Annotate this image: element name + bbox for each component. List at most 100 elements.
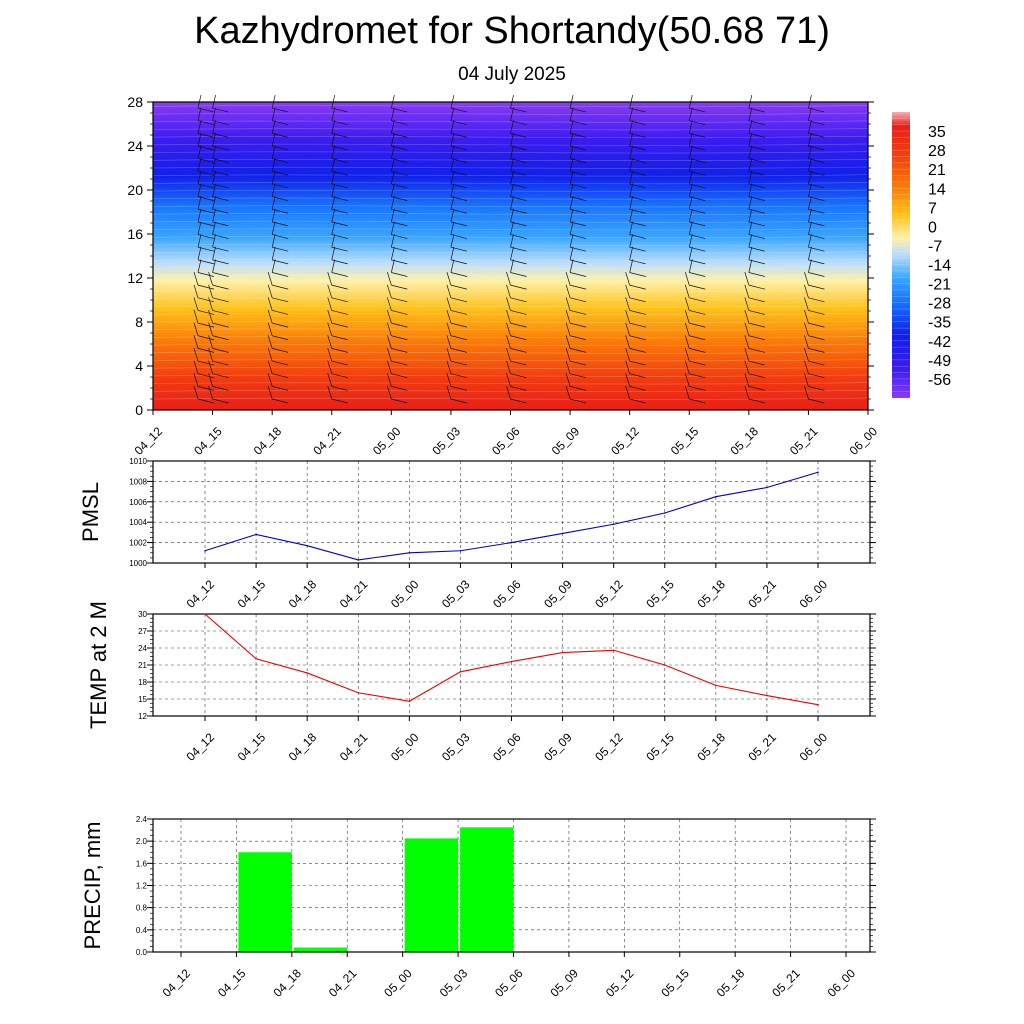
- wind-barb: [744, 347, 750, 362]
- wind-barb: [390, 145, 395, 159]
- wind-barb: [450, 297, 468, 303]
- data-point: [357, 691, 360, 694]
- wind-barb: [510, 272, 527, 277]
- wind-barb: [569, 158, 587, 163]
- wind-barb: [391, 310, 408, 315]
- wind-barb: [748, 107, 765, 113]
- wind-barb: [506, 385, 511, 400]
- wind-barb: [569, 284, 587, 290]
- wind-barb: [212, 398, 229, 404]
- wind-barb: [327, 309, 333, 324]
- wind-barb: [193, 385, 199, 400]
- data-point: [663, 512, 666, 514]
- wind-barb: [212, 145, 216, 159]
- x-tick-label: 05_12: [592, 577, 626, 611]
- wind-barb: [744, 373, 750, 387]
- wind-barb: [748, 170, 765, 176]
- wind-barb: [629, 360, 646, 366]
- wind-barb: [689, 133, 706, 138]
- wind-barb: [510, 120, 514, 134]
- wind-barb: [625, 385, 631, 400]
- wind-barb: [808, 310, 825, 315]
- wind-barb: [272, 246, 289, 252]
- wind-barb: [629, 107, 646, 113]
- wind-barb: [386, 284, 392, 298]
- wind-barb: [450, 145, 468, 151]
- wind-barb: [808, 221, 825, 227]
- data-point: [357, 559, 360, 561]
- wind-barb: [446, 335, 452, 349]
- wind-barb: [569, 183, 574, 197]
- wind-barb: [748, 386, 765, 391]
- wind-barb: [689, 196, 706, 201]
- wind-barb: [331, 221, 336, 235]
- wind-barb: [391, 373, 408, 379]
- x-tick-label: 04_12: [160, 966, 194, 1000]
- y-tick-label: 1006: [129, 498, 147, 507]
- wind-barb: [390, 183, 395, 197]
- data-point: [510, 541, 513, 544]
- wind-barb: [450, 158, 468, 163]
- wind-barb: [331, 120, 348, 126]
- wind-barb: [748, 145, 753, 159]
- wind-barb: [629, 234, 646, 239]
- wind-barb: [744, 322, 750, 336]
- wind-barb: [193, 284, 199, 298]
- contour-line: [152, 313, 869, 316]
- wind-barb: [506, 272, 511, 286]
- y-tick-label: 0.4: [136, 926, 148, 935]
- wind-barb: [267, 335, 273, 349]
- wind-barb: [450, 170, 468, 176]
- wind-barb: [212, 259, 229, 265]
- wind-barb: [331, 170, 348, 176]
- x-tick-label: 05_21: [769, 966, 803, 1000]
- wind-barb: [197, 132, 202, 147]
- wind-barb: [450, 208, 468, 214]
- y-tick-label: 1000: [129, 559, 147, 568]
- wind-barb: [510, 183, 527, 189]
- x-tick-label: 04_15: [235, 730, 269, 764]
- wind-barb: [689, 284, 706, 290]
- wind-barb: [808, 120, 825, 126]
- contour-line: [152, 120, 869, 123]
- wind-barb: [808, 234, 825, 239]
- wind-barb: [272, 373, 289, 379]
- wind-barb: [808, 272, 825, 277]
- wind-barb: [272, 297, 289, 303]
- wind-barb: [331, 107, 336, 121]
- x-tick-label: 05_21: [746, 577, 780, 611]
- wind-barb: [689, 234, 706, 239]
- wind-barb: [629, 158, 646, 163]
- wind-barb: [804, 385, 809, 400]
- x-tick-label: 04_15: [235, 577, 269, 611]
- wind-barb: [446, 284, 452, 298]
- wind-barb: [331, 196, 348, 201]
- x-tick-label: 04_21: [310, 424, 344, 458]
- x-tick-label: 05_06: [489, 424, 523, 458]
- wind-barb: [212, 107, 216, 121]
- wind-barb: [808, 208, 825, 214]
- y-tick-label: 20: [127, 182, 143, 198]
- wind-barb: [510, 132, 514, 147]
- x-tick-label: 05_09: [549, 424, 583, 458]
- wind-barb: [744, 385, 750, 400]
- wind-barb: [510, 348, 527, 353]
- wind-barb: [808, 120, 812, 134]
- wind-barb: [506, 322, 511, 336]
- wind-barb: [748, 208, 753, 222]
- y-axis-label: PRECIP, mm: [80, 822, 105, 950]
- wind-barb: [748, 208, 765, 214]
- wind-barb: [744, 297, 750, 311]
- wind-barb: [197, 170, 202, 185]
- wind-barb: [569, 170, 574, 185]
- wind-barb: [386, 385, 392, 400]
- wind-barb: [391, 208, 408, 214]
- wind-barb: [689, 221, 706, 227]
- wind-barb: [208, 373, 213, 387]
- precip-bar: [238, 852, 292, 952]
- wind-barb: [450, 335, 468, 341]
- wind-barb: [450, 310, 468, 315]
- wind-barb: [808, 386, 825, 391]
- data-point: [817, 471, 819, 474]
- wind-barb: [331, 348, 348, 353]
